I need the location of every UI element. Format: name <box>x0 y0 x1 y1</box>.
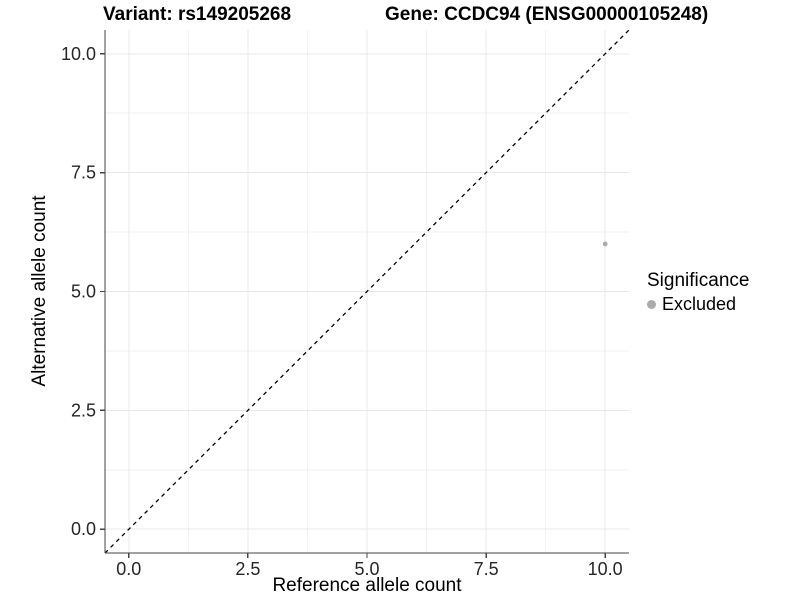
data-point <box>602 241 608 247</box>
y-axis-label: Alternative allele count <box>29 195 50 387</box>
y-tick-label: 2.5 <box>71 400 96 420</box>
y-tick-label: 5.0 <box>71 282 96 302</box>
x-tick-label: 7.5 <box>474 559 499 579</box>
plot-title-gene: Gene: CCDC94 (ENSG00000105248) <box>385 4 709 25</box>
y-tick-label: 7.5 <box>71 163 96 183</box>
y-tick-label: 10.0 <box>61 44 96 64</box>
x-tick-label: 0.0 <box>116 559 141 579</box>
x-axis-label: Reference allele count <box>272 575 462 596</box>
x-tick-label: 2.5 <box>235 559 260 579</box>
legend-item-excluded: Excluded <box>647 294 749 315</box>
x-tick-label: 10.0 <box>588 559 623 579</box>
plot-title-variant: Variant: rs149205268 <box>103 4 292 25</box>
legend: Significance Excluded <box>647 270 749 315</box>
y-tick-label: 0.0 <box>71 519 96 539</box>
legend-title: Significance <box>647 270 750 291</box>
x-tick-label: 5.0 <box>354 559 379 579</box>
legend-item-label: Excluded <box>662 294 737 314</box>
legend-key-dot-icon <box>647 300 656 309</box>
identity-dashed-line <box>104 29 630 554</box>
